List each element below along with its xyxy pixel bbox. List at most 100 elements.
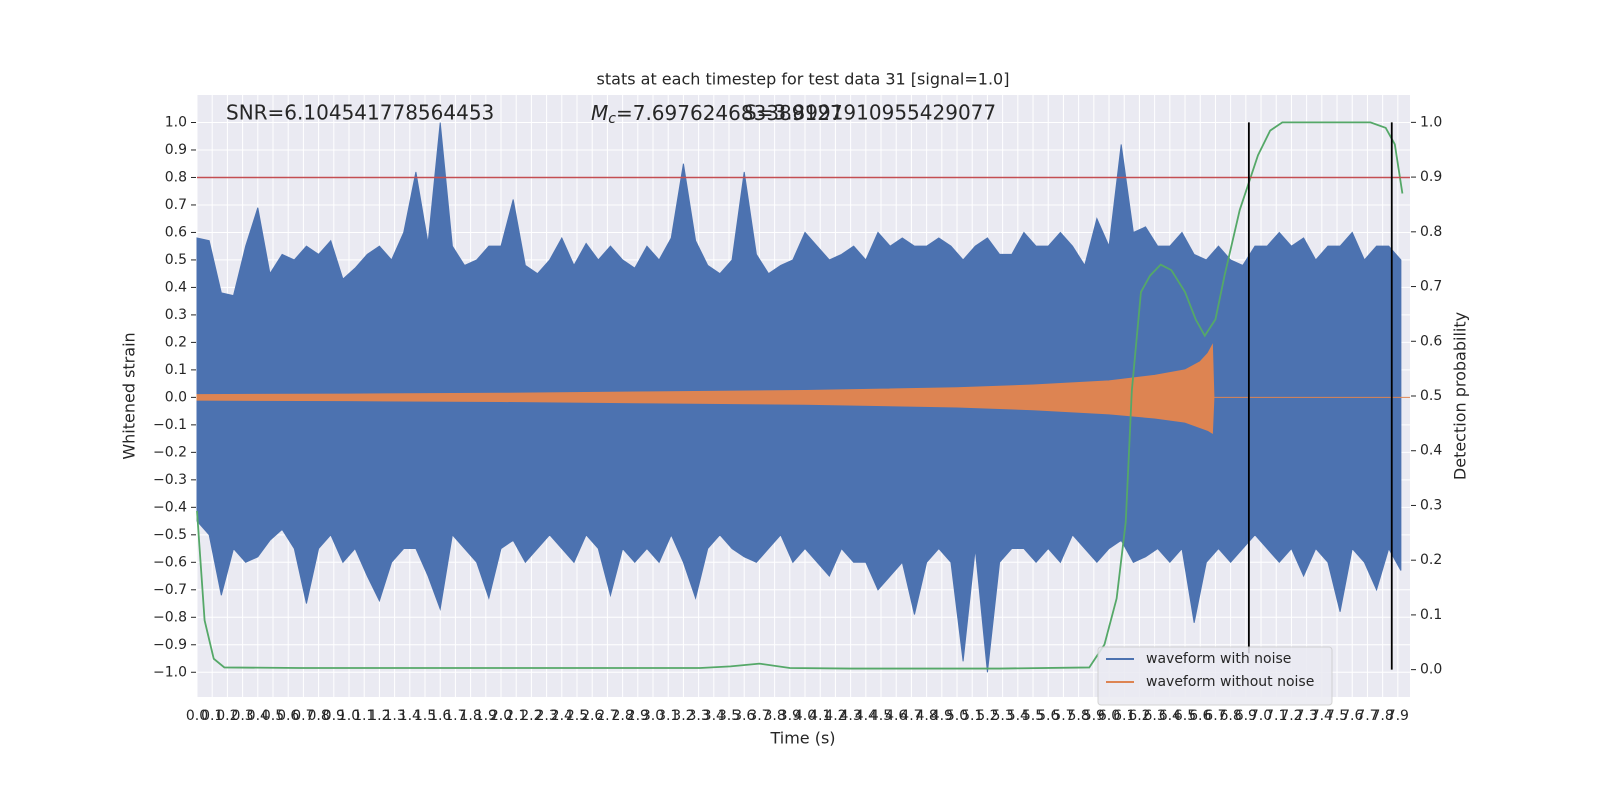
y-tick-label: 0.7 [165, 197, 187, 213]
y-tick-label: 0.1 [165, 362, 187, 378]
x-tick-label: 4.2 [824, 708, 846, 724]
y2-tick-label: 0.1 [1420, 607, 1442, 623]
y-tick-label: −1.0 [153, 664, 187, 680]
x-tick-label: 0.8 [307, 708, 329, 724]
y-tick-label: 0.8 [165, 169, 187, 185]
y2-tick-label: 0.2 [1420, 552, 1442, 568]
y2-tick-label: 0.8 [1420, 224, 1442, 240]
x-tick-label: 7.9 [1387, 708, 1409, 724]
y-tick-label: 0.2 [165, 334, 187, 350]
x-tick-label: 7.6 [1341, 708, 1363, 724]
annotation-symbol: M [591, 101, 608, 125]
y-tick-label: −0.5 [153, 527, 187, 543]
y2-tick-label: 0.5 [1420, 388, 1442, 404]
x-tick-label: 5.1 [961, 708, 983, 724]
y-tick-label: −0.4 [153, 499, 187, 515]
x-tick-label: 2.5 [566, 708, 588, 724]
x-tick-label: 6.7 [1204, 708, 1226, 724]
x-tick-label: 0.6 [277, 708, 299, 724]
x-tick-label: 6.1 [1113, 708, 1135, 724]
y-tick-label: −0.2 [153, 444, 187, 460]
x-tick-label: 3.4 [703, 708, 725, 724]
x-tick-label: 0.5 [262, 708, 284, 724]
x-tick-label: 2.0 [490, 708, 512, 724]
annotation: Mc=7.697624683389127 [591, 101, 843, 128]
x-tick-label: 1.1 [353, 708, 375, 724]
x-tick-label: 6.9 [1235, 708, 1257, 724]
x-tick-label: 7.5 [1326, 708, 1348, 724]
x-tick-label: 6.0 [1098, 708, 1120, 724]
y2-tick-label: 0.9 [1420, 169, 1442, 185]
y-tick-label: −0.1 [153, 417, 187, 433]
y-tick-label: −0.8 [153, 609, 187, 625]
x-tick-label: 2.6 [581, 708, 603, 724]
x-tick-label: 1.7 [444, 708, 466, 724]
x-tick-label: 1.2 [368, 708, 390, 724]
x-tick-label: 7.8 [1372, 708, 1394, 724]
x-tick-label: 3.9 [779, 708, 801, 724]
x-tick-label: 7.4 [1311, 708, 1333, 724]
x-tick-label: 7.1 [1265, 708, 1287, 724]
x-tick-label: 3.2 [672, 708, 694, 724]
y2-tick-label: 0.3 [1420, 497, 1442, 513]
x-tick-label: 0.9 [323, 708, 345, 724]
y-tick-label: −0.6 [153, 554, 187, 570]
x-tick-label: 0.3 [231, 708, 253, 724]
marks [196, 121, 1410, 673]
legend: waveform with noise waveform without nois… [1097, 646, 1333, 706]
y2-tick-label: 0.7 [1420, 279, 1442, 295]
y-tick-label: 0.6 [165, 224, 187, 240]
x-tick-label: 0.7 [292, 708, 314, 724]
y-axis-label: Whitened strain [120, 332, 139, 459]
x-tick-label: 1.8 [459, 708, 481, 724]
y-tick-label: −0.3 [153, 472, 187, 488]
y2-tick-label: 0.0 [1420, 662, 1442, 678]
x-tick-label: 5.3 [991, 708, 1013, 724]
x-tick-label: 5.4 [1007, 708, 1029, 724]
y2-tick-label: 1.0 [1420, 114, 1442, 130]
x-tick-label: 7.3 [1296, 708, 1318, 724]
legend-box [1097, 646, 1333, 706]
y-tick-label: 0.4 [165, 279, 187, 295]
x-tick-label: 0.4 [247, 708, 269, 724]
x-tick-label: 6.4 [1159, 708, 1181, 724]
y2-axis-label: Detection probability [1451, 312, 1470, 480]
y-tick-label: −0.7 [153, 582, 187, 598]
x-tick-label: 5.5 [1022, 708, 1044, 724]
y2-tick-label: 0.4 [1420, 443, 1442, 459]
x-tick-label: 5.0 [946, 708, 968, 724]
x-tick-label: 5.8 [1067, 708, 1089, 724]
y-tick-label: 0.5 [165, 252, 187, 268]
y-tick-label: 0.0 [165, 389, 187, 405]
x-tick-label: 4.4 [855, 708, 877, 724]
x-tick-label: 4.5 [870, 708, 892, 724]
x-tick-label: 3.6 [733, 708, 755, 724]
x-tick-label: 3.7 [748, 708, 770, 724]
x-tick-label: 4.9 [931, 708, 953, 724]
x-tick-label: 4.3 [839, 708, 861, 724]
x-tick-label: 4.6 [885, 708, 907, 724]
waveform-band [196, 343, 1410, 434]
annotation-subscript: c [608, 111, 616, 127]
x-tick-label: 1.9 [475, 708, 497, 724]
x-tick-label: 2.9 [627, 708, 649, 724]
x-tick-label: 4.7 [900, 708, 922, 724]
y-tick-label: 0.9 [165, 142, 187, 158]
legend-label: waveform without noise [1146, 674, 1314, 690]
x-tick-label: 5.7 [1052, 708, 1074, 724]
x-tick-label: 5.6 [1037, 708, 1059, 724]
x-tick-label: 2.2 [520, 708, 542, 724]
x-tick-label: 0.2 [216, 708, 238, 724]
x-tick-label: 1.3 [383, 708, 405, 724]
y2-tick-label: 0.6 [1420, 333, 1442, 349]
x-tick-label: 0.0 [186, 708, 208, 724]
x-tick-label: 2.8 [611, 708, 633, 724]
x-tick-label: 7.2 [1280, 708, 1302, 724]
y-tick-label: 0.3 [165, 307, 187, 323]
x-tick-label: 6.6 [1189, 708, 1211, 724]
x-tick-label: 0.1 [201, 708, 223, 724]
x-tick-label: 4.8 [915, 708, 937, 724]
y-tick-label: −0.9 [153, 637, 187, 653]
x-tick-label: 5.9 [1083, 708, 1105, 724]
